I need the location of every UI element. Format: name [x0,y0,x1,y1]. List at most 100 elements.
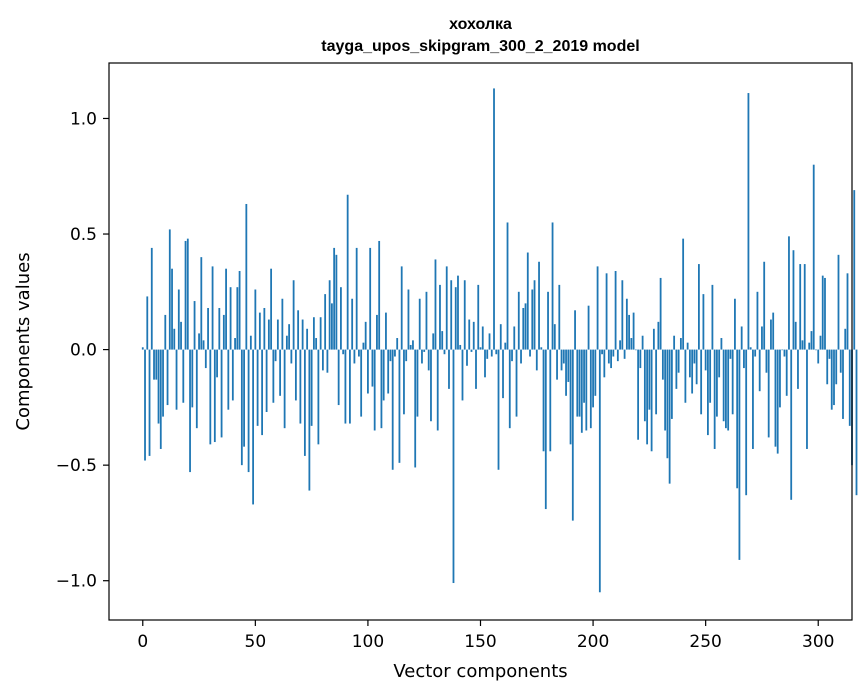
bar-259 [725,349,727,429]
bar-129 [432,333,435,350]
bar-144 [466,349,468,366]
bar-82 [326,349,329,373]
bar-244 [691,349,694,394]
bar-237 [675,349,678,389]
bar-12 [168,229,171,350]
bar-275 [761,326,763,350]
bar-201 [594,349,597,396]
bar-40 [231,349,234,401]
bar-178 [542,349,545,452]
bar-77 [315,338,318,350]
bar-68 [294,349,297,401]
bar-190 [569,349,572,445]
bar-274 [758,349,761,392]
bar-297 [810,331,813,350]
bar-228 [655,349,658,415]
bar-105 [378,240,381,350]
bar-107 [382,349,385,401]
bar-13 [171,268,173,350]
bar-51 [256,349,259,426]
bar-69 [297,310,300,350]
bar-41 [234,338,236,350]
bar-3 [148,349,151,456]
bar-214 [623,349,626,359]
bar-283 [779,349,781,408]
bar-246 [695,349,698,385]
bar-216 [628,314,630,350]
bar-142 [461,349,464,401]
bar-67 [292,280,295,350]
bar-231 [661,349,664,380]
x-tick-label: 0 [137,632,148,652]
bar-317 [855,349,858,496]
bar-185 [558,284,561,350]
bar-31 [211,266,214,350]
bar-187 [562,349,565,364]
bar-90 [344,349,347,424]
bar-277 [765,349,768,373]
bar-194 [578,349,581,417]
bar-168 [520,349,522,364]
bar-293 [801,340,804,350]
bar-110 [389,349,392,362]
bar-52 [258,312,261,350]
bar-170 [524,303,527,350]
bar-27 [202,340,205,350]
y-axis: −1.0 −0.5 0.0 0.5 1.0 [56,109,109,592]
bar-164 [511,349,513,362]
bar-299 [815,349,817,351]
bar-59 [274,349,277,362]
chart-title: хохолка [449,16,512,33]
bar-253 [711,284,714,350]
bar-252 [709,349,712,403]
bar-289 [792,250,795,350]
bar-180 [547,291,549,350]
bar-153 [486,349,489,359]
bar-264 [736,349,739,489]
bar-189 [567,349,570,382]
bar-242 [686,342,689,350]
bar-152 [484,349,486,378]
bar-302 [821,275,824,350]
bar-278 [767,349,770,438]
bar-269 [747,93,750,350]
bar-207 [607,349,610,364]
bar-30 [209,349,212,445]
bar-94 [353,349,356,364]
bar-86 [335,254,338,350]
bar-18 [182,349,185,403]
bar-263 [734,298,736,350]
bar-177 [540,347,543,350]
bar-233 [666,349,669,459]
bar-158 [497,349,500,470]
bar-11 [166,349,169,406]
bar-301 [819,335,822,350]
bar-23 [193,301,196,350]
bar-181 [549,349,552,452]
bar-188 [565,349,567,396]
bar-310 [839,349,842,373]
bar-205 [603,349,606,378]
bar-104 [376,314,378,350]
bar-258 [722,349,725,422]
bar-127 [427,349,430,371]
bar-234 [668,349,671,484]
bar-248 [700,349,703,415]
bar-267 [743,349,745,369]
bar-66 [290,349,293,364]
bar-215 [625,298,628,350]
bar-217 [630,338,633,350]
bar-160 [502,349,504,399]
y-axis-label: Components values [13,252,34,430]
bar-151 [481,326,484,350]
bar-285 [783,349,786,357]
bar-300 [817,349,820,364]
bar-304 [826,349,829,385]
bar-54 [263,307,266,350]
bar-125 [423,349,426,352]
bar-84 [331,303,333,350]
bar-20 [186,238,189,350]
bar-282 [776,349,779,454]
y-tick-label: −1.0 [56,572,97,592]
